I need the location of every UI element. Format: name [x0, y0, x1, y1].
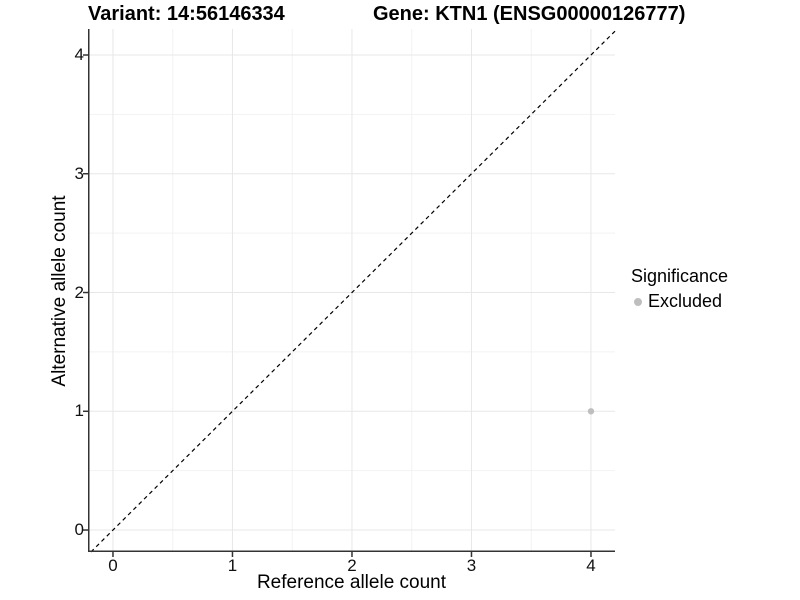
x-tick-label-3: 3	[466, 556, 477, 575]
plot-panel	[83, 29, 616, 557]
data-point	[587, 408, 595, 415]
legend-item-label: Excluded	[648, 291, 723, 311]
legend-title: Significance	[631, 266, 729, 286]
legend-item-excluded: Excluded	[631, 291, 728, 312]
x-tick-label-4: 4	[586, 556, 596, 575]
identity-reference-line	[90, 30, 616, 553]
legend: Significance Excluded	[631, 266, 728, 312]
plot-title-variant: Variant: 14:56146334	[88, 3, 285, 25]
y-tick-label-4: 4	[74, 45, 84, 64]
plot-title-gene: Gene: KTN1 (ENSG00000126777)	[373, 3, 686, 25]
plot-canvas	[83, 29, 616, 557]
y-tick-label-0: 0	[74, 520, 84, 540]
x-tick-label-0: 0	[108, 556, 118, 575]
x-tick-label-2: 2	[347, 556, 357, 575]
x-axis-title: Reference allele count	[256, 572, 447, 593]
y-tick-label-1: 1	[74, 401, 84, 421]
y-tick-label-3: 3	[74, 163, 84, 183]
legend-point-icon	[634, 297, 642, 306]
y-tick-label-2: 2	[74, 282, 84, 302]
x-tick-label-1: 1	[227, 556, 238, 575]
